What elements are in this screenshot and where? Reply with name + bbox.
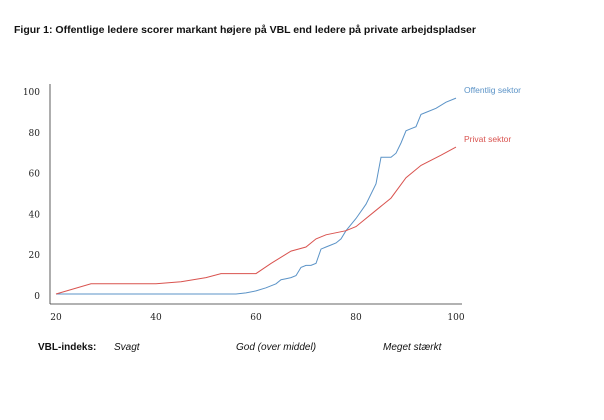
y-tick-label: 60	[29, 170, 41, 180]
vbl-high-label: Meget stærkt	[383, 342, 442, 353]
series-labels: Offentlig sektor Privat sektor	[464, 85, 521, 144]
figure-title: Figur 1: Offentlige ledere scorer markan…	[14, 24, 476, 36]
x-tick-label: 60	[250, 313, 262, 323]
x-tick-label: 80	[350, 313, 362, 323]
series-label-offentlig: Offentlig sektor	[464, 85, 521, 95]
axes: 0 20 40 60 80 100 20 40 60 80 100	[23, 84, 465, 323]
x-tick-label: 20	[50, 313, 62, 323]
x-tick-label: 40	[150, 313, 162, 323]
vbl-mid-label: God (over middel)	[236, 342, 317, 353]
series-line-privat	[55, 146, 457, 295]
y-tick-label: 100	[23, 88, 40, 98]
vbl-low-label: Svagt	[114, 342, 140, 353]
vbl-index-label: VBL-indeks:	[38, 342, 97, 353]
x-tick-label: 100	[447, 313, 464, 323]
series-line-offentlig	[56, 97, 457, 295]
y-tick-label: 0	[34, 292, 40, 302]
y-tick-label: 20	[29, 251, 41, 261]
series-label-privat: Privat sektor	[464, 134, 511, 144]
y-tick-label: 40	[29, 210, 41, 220]
y-tick-label: 80	[29, 129, 41, 139]
series-layer	[55, 97, 457, 295]
